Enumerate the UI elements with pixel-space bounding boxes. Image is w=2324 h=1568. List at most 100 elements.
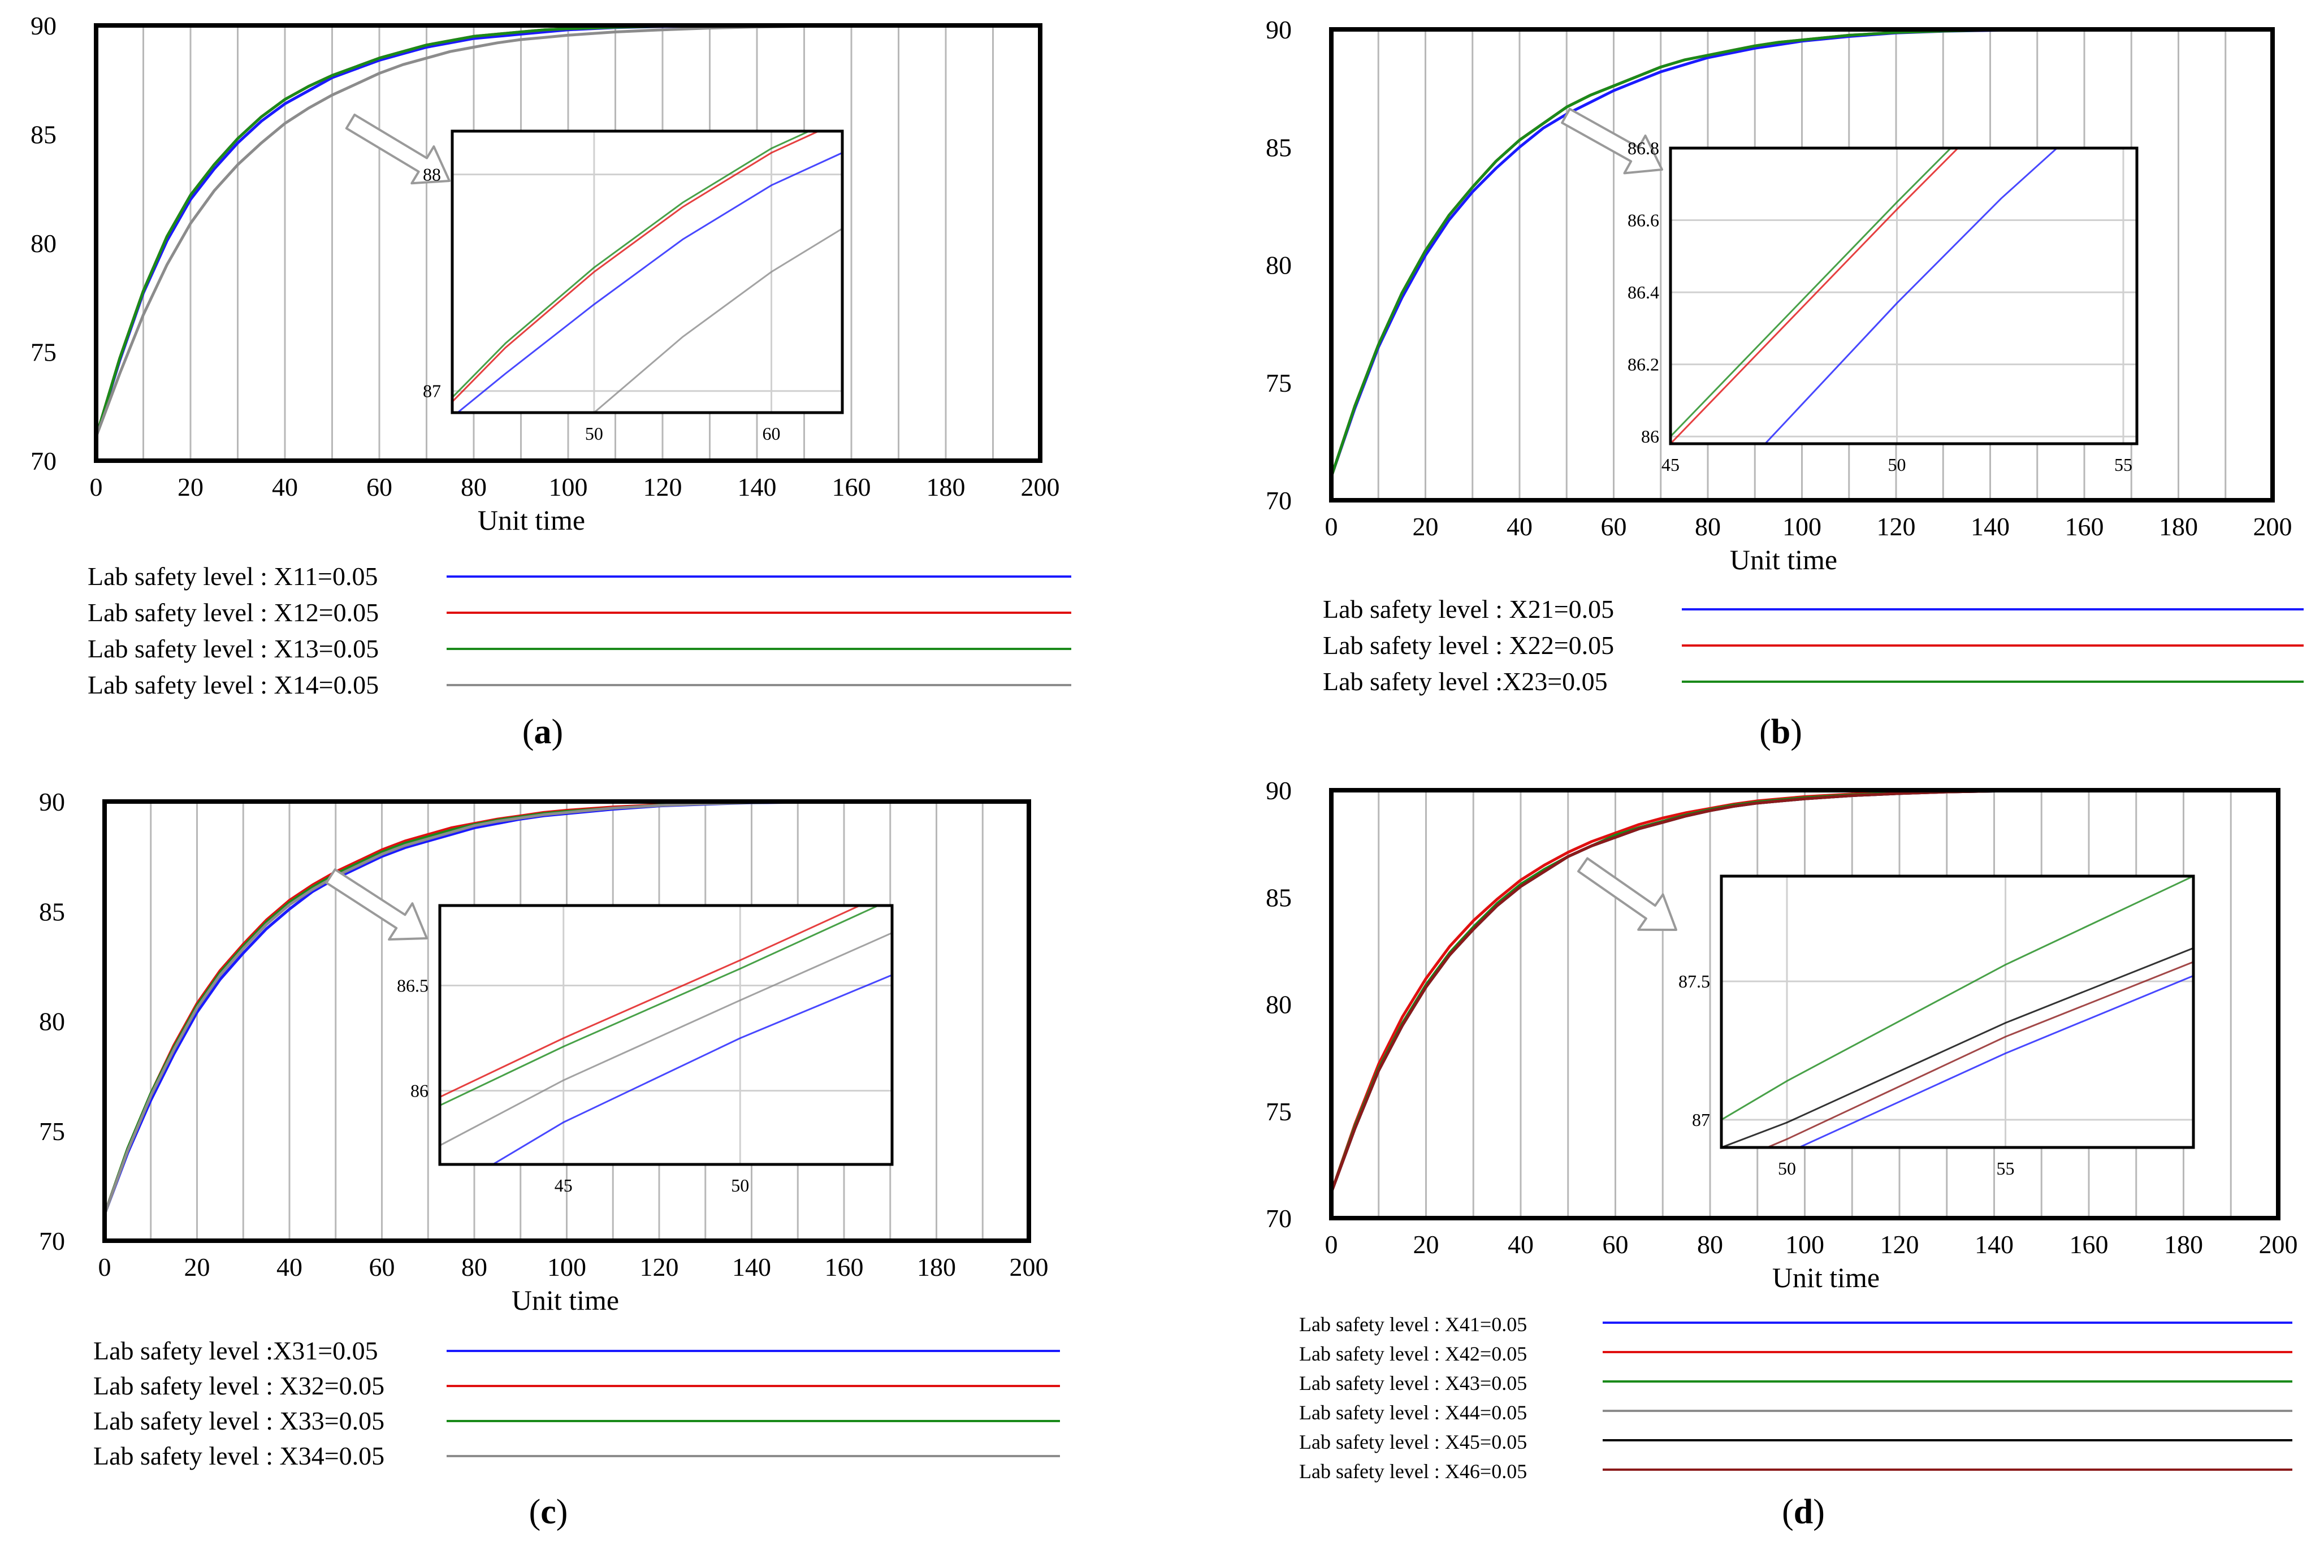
inset-y-tick-label: 86.5	[397, 975, 429, 995]
x-tick-label: 120	[640, 1253, 679, 1281]
x-tick-label: 60	[1603, 1230, 1629, 1259]
y-tick-label: 90	[1266, 15, 1292, 44]
y-tick-label: 80	[39, 1007, 65, 1036]
legend-label: Lab safety level : X43=0.05	[1299, 1372, 1527, 1394]
x-tick-label: 140	[1975, 1230, 2014, 1259]
y-tick-label: 85	[1266, 133, 1292, 162]
x-tick-label: 40	[1507, 512, 1533, 541]
x-tick-label: 60	[1601, 512, 1627, 541]
x-tick-label: 120	[643, 473, 682, 501]
panel-caption: (c)	[529, 1493, 568, 1531]
legend: Lab safety level : X21=0.05 Lab safety le…	[1323, 595, 2304, 696]
inset-x-tick-label: 60	[763, 423, 781, 444]
inset-series-line-x34	[440, 932, 892, 1146]
y-tick-label: 70	[39, 1227, 65, 1255]
inset-x-tick-label: 50	[1888, 454, 1906, 475]
x-tick-label: 120	[1877, 512, 1916, 541]
inset-background	[440, 906, 892, 1164]
x-axis-label: Unit time	[478, 504, 585, 536]
inset-series-line-x11	[456, 151, 842, 413]
x-tick-label: 180	[2164, 1230, 2203, 1259]
y-tick-label: 85	[1266, 883, 1292, 912]
legend-label: Lab safety level : X12=0.05	[88, 598, 379, 627]
x-tick-label: 140	[738, 473, 777, 501]
x-tick-label: 20	[184, 1253, 210, 1281]
inset-background	[452, 131, 842, 413]
y-tick-label: 70	[31, 447, 57, 475]
inset-y-tick-label: 86	[1641, 426, 1659, 447]
x-tick-label: 160	[832, 473, 871, 501]
inset-series-line-x41	[1797, 974, 2193, 1147]
x-tick-label: 80	[1697, 1230, 1723, 1259]
x-tick-label: 20	[178, 473, 204, 501]
panel-caption: (b)	[1759, 713, 1802, 751]
inset-x-tick-label: 45	[1661, 454, 1680, 475]
zoom-arrow-icon	[325, 868, 429, 941]
x-tick-label: 100	[549, 473, 588, 501]
legend-label: Lab safety level :X23=0.05	[1323, 667, 1608, 696]
plot-frame	[102, 799, 1031, 1243]
legend-label: Lab safety level : X45=0.05	[1299, 1431, 1527, 1453]
inset-y-tick-label: 86.4	[1628, 282, 1659, 302]
x-tick-label: 140	[732, 1253, 771, 1281]
y-tick-label: 75	[31, 338, 57, 367]
inset-y-tick-label: 87	[1692, 1110, 1710, 1130]
x-tick-label: 100	[1782, 512, 1821, 541]
legend-label: Lab safety level :X31=0.05	[93, 1336, 378, 1365]
legend-label: Lab safety level : X33=0.05	[93, 1406, 384, 1435]
inset-zoom-d: 50 55 87 87.5	[1678, 874, 2195, 1179]
inset-zoom-c: 45 50 86 86.5	[397, 904, 894, 1196]
x-tick-label: 180	[927, 473, 966, 501]
chart-panel-a: 0 20 40 60 80 100 120 140 160 180 200 70 75 80 85 90 Uni…	[31, 11, 1071, 751]
x-tick-label: 140	[1971, 512, 2010, 541]
legend-label: Lab safety level : X11=0.05	[88, 562, 378, 591]
legend-label: Lab safety level : X42=0.05	[1299, 1342, 1527, 1365]
y-tick-label: 80	[1266, 251, 1292, 280]
x-tick-label: 0	[90, 473, 103, 501]
inset-series-line-x45	[1721, 947, 2193, 1147]
inset-frame	[451, 129, 844, 414]
x-tick-label: 200	[1021, 473, 1060, 501]
zoom-arrow-shape	[1561, 107, 1663, 175]
inset-y-tick-label: 86	[410, 1081, 429, 1101]
inset-frame	[1720, 874, 2195, 1149]
x-axis-label: Unit time	[512, 1284, 619, 1316]
x-tick-label: 200	[1010, 1253, 1049, 1281]
inset-zoom-a: 50 60 87 88	[423, 129, 844, 444]
x-tick-label: 160	[2070, 1230, 2109, 1259]
zoom-arrow-icon	[1577, 857, 1678, 932]
panel-caption: (d)	[1782, 1493, 1825, 1531]
inset-y-tick-label: 87.5	[1678, 971, 1710, 991]
y-tick-label: 90	[1266, 776, 1292, 805]
y-tick-label: 90	[39, 787, 65, 816]
legend-label: Lab safety level : X14=0.05	[88, 670, 379, 699]
inset-series-line-x23	[1670, 148, 1952, 438]
inset-y-tick-label: 87	[423, 381, 441, 401]
y-tick-label: 75	[1266, 1097, 1292, 1126]
inset-series-line-x14	[592, 228, 842, 413]
legend-label: Lab safety level : X34=0.05	[93, 1441, 384, 1470]
x-tick-label: 100	[547, 1253, 586, 1281]
inset-x-tick-label: 50	[731, 1175, 749, 1196]
inset-y-tick-label: 86.2	[1628, 354, 1659, 375]
y-tick-label: 70	[1266, 486, 1292, 515]
inset-y-tick-label: 88	[423, 164, 441, 185]
x-tick-label: 40	[276, 1253, 302, 1281]
legend-label: Lab safety level : X13=0.05	[88, 634, 379, 663]
x-tick-label: 40	[272, 473, 298, 501]
inset-series-line-x32	[440, 906, 862, 1098]
inset-series-line-x46	[1765, 961, 2193, 1147]
legend: Lab safety level :X31=0.05 Lab safety lev…	[93, 1336, 1060, 1470]
x-tick-label: 80	[461, 473, 487, 501]
chart-panel-d: 0 20 40 60 80 100 120 140 160 180 200 70 75 80 85 90 Uni…	[1266, 776, 2298, 1531]
y-tick-label: 90	[31, 11, 57, 40]
inset-series-line-x22	[1670, 148, 1959, 444]
legend-label: Lab safety level : X41=0.05	[1299, 1313, 1527, 1336]
inset-series-line-x33	[440, 906, 881, 1107]
zoom-arrow-icon	[1561, 107, 1663, 175]
inset-background	[1721, 876, 2193, 1147]
x-tick-label: 60	[369, 1253, 395, 1281]
inset-y-tick-label: 86.6	[1628, 210, 1659, 231]
inset-y-tick-label: 86.8	[1628, 138, 1659, 158]
y-tick-label: 75	[39, 1117, 65, 1146]
